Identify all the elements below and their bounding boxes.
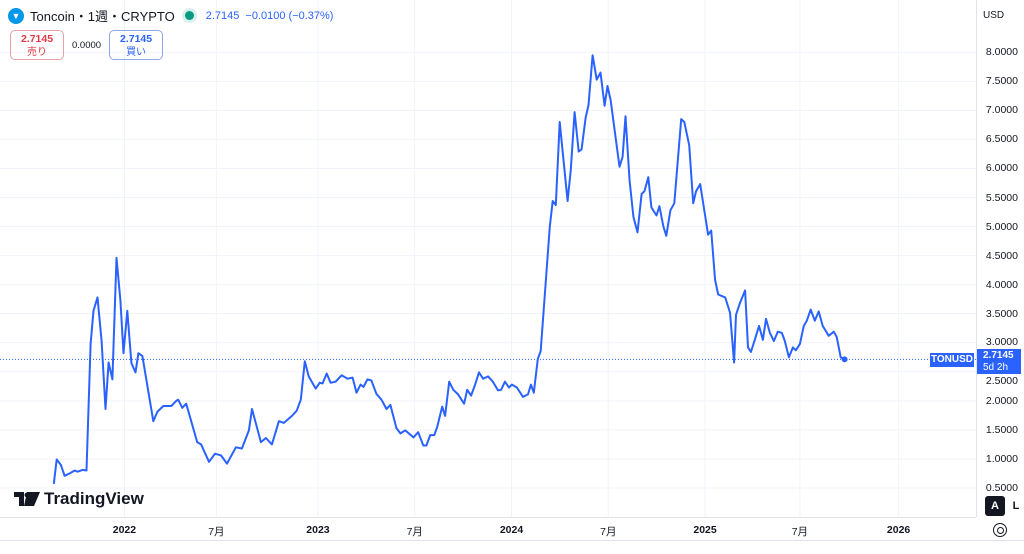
y-tick-label: 6.5000 — [985, 133, 1018, 146]
x-tick-label: 7月 — [600, 526, 617, 538]
x-tick-label: 2026 — [886, 524, 911, 536]
buy-button[interactable]: 2.7145 買い — [109, 30, 164, 60]
y-tick-label: 6.0000 — [985, 162, 1018, 175]
currency-selector[interactable]: USD — [983, 10, 1005, 21]
spread: 0.0000 — [72, 39, 102, 51]
x-tick-label: 7月 — [208, 526, 225, 538]
price-chart[interactable] — [0, 0, 976, 517]
header-change: −0.0100 (−0.37%) — [245, 9, 334, 22]
price-axis[interactable]: 0.5000 1.0000 1.5000 2.0000 2.5000 3.0000 3.50… — [976, 0, 1024, 517]
buy-label: 買い — [126, 47, 147, 58]
y-tick-label: 3.0000 — [985, 336, 1018, 348]
y-tick-label: 4.0000 — [985, 278, 1018, 291]
bottom-toolbar — [0, 540, 1024, 554]
symbol-title[interactable]: Toncoin・1週・CRYPTO — [30, 9, 175, 24]
tradingview-logo-icon — [14, 492, 40, 506]
sell-button[interactable]: 2.7145 売り — [10, 30, 64, 60]
x-tick-label: 7月 — [791, 526, 809, 538]
trade-panel: 2.7145 売り 0.0000 2.7145 買い — [10, 30, 164, 60]
series-line-tonusd — [52, 54, 846, 485]
x-tick-label: 2022 — [112, 524, 137, 536]
sell-price: 2.7145 — [20, 33, 54, 45]
time-axis[interactable]: 2022 7月 2023 7月 2024 7月 2025 7月 2026 — [0, 517, 976, 540]
y-tick-label: 5.5000 — [985, 191, 1018, 204]
bar-countdown: 5d 2h — [983, 362, 1009, 373]
toncoin-logo-icon: ▼ — [8, 7, 24, 24]
log-scale-button[interactable]: L — [1012, 500, 1020, 512]
settings-gear-icon[interactable] — [993, 523, 1007, 537]
y-tick-label: 7.5000 — [985, 75, 1018, 88]
last-price-dot — [841, 356, 848, 363]
y-tick-label: 2.0000 — [985, 394, 1018, 407]
symbol-price-label: TONUSD — [930, 353, 974, 367]
y-tick-label: 2.5000 — [985, 375, 1018, 387]
last-price-value: 2.7145 — [983, 350, 1014, 361]
market-status-icon — [184, 11, 194, 20]
symbol-header: ▼ Toncoin・1週・CRYPTO 2.7145 −0.0100 (−0.3… — [8, 6, 333, 25]
buy-price: 2.7145 — [120, 33, 153, 45]
y-tick-label: 8.0000 — [985, 46, 1018, 59]
y-tick-label: 1.0000 — [985, 452, 1018, 465]
x-tick-label: 7月 — [406, 526, 423, 538]
x-tick-label: 2025 — [693, 524, 717, 536]
brand-name: TradingView — [44, 489, 144, 508]
tradingview-logo[interactable]: TradingView — [14, 489, 144, 509]
x-tick-label: 2023 — [306, 524, 330, 536]
y-tick-label: 0.5000 — [985, 481, 1018, 494]
auto-scale-button[interactable]: A — [985, 496, 1005, 516]
y-tick-label: 3.5000 — [985, 307, 1018, 320]
y-tick-label: 5.0000 — [985, 220, 1018, 233]
sell-label: 売り — [27, 47, 47, 58]
header-price: 2.7145 — [205, 9, 240, 22]
y-tick-label: 1.5000 — [985, 423, 1018, 436]
last-price-label: 2.7145 5d 2h — [977, 349, 1021, 374]
x-tick-label: 2024 — [499, 524, 524, 536]
grid — [0, 0, 976, 517]
y-tick-label: 7.0000 — [985, 104, 1018, 117]
y-tick-label: 4.5000 — [985, 249, 1018, 262]
